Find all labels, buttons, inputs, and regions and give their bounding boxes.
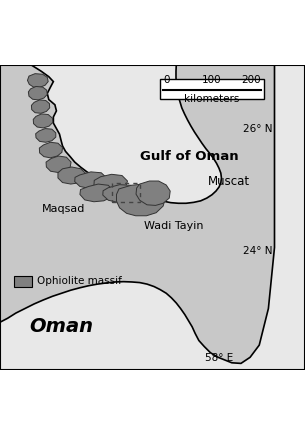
Polygon shape bbox=[117, 184, 165, 216]
Text: Wadi Tayin: Wadi Tayin bbox=[144, 221, 204, 231]
Bar bbox=[160, 79, 264, 99]
Polygon shape bbox=[103, 185, 137, 202]
Text: 100: 100 bbox=[202, 75, 222, 85]
Text: 200: 200 bbox=[241, 75, 261, 85]
Polygon shape bbox=[27, 74, 48, 87]
Polygon shape bbox=[33, 114, 53, 128]
Text: kilometers: kilometers bbox=[184, 94, 240, 104]
Text: 0: 0 bbox=[163, 75, 170, 85]
Text: Muscat: Muscat bbox=[207, 175, 249, 188]
Polygon shape bbox=[136, 181, 170, 205]
Polygon shape bbox=[80, 184, 113, 202]
Bar bbox=[14, 276, 32, 287]
Text: 24° N: 24° N bbox=[243, 246, 273, 256]
Polygon shape bbox=[58, 167, 86, 184]
Text: Maqsad: Maqsad bbox=[42, 204, 85, 214]
Polygon shape bbox=[0, 65, 305, 369]
Bar bbox=[112, 183, 140, 202]
Polygon shape bbox=[46, 156, 71, 172]
Polygon shape bbox=[75, 172, 107, 188]
Polygon shape bbox=[28, 86, 47, 100]
Text: Oman: Oman bbox=[29, 317, 93, 336]
Text: Ophiolite massif: Ophiolite massif bbox=[37, 276, 121, 286]
Text: Gulf of Oman: Gulf of Oman bbox=[140, 149, 239, 162]
Text: 58° E: 58° E bbox=[206, 353, 234, 363]
Polygon shape bbox=[94, 174, 127, 192]
Polygon shape bbox=[31, 100, 50, 113]
Polygon shape bbox=[0, 65, 274, 363]
Text: 26° N: 26° N bbox=[243, 124, 273, 134]
Polygon shape bbox=[39, 142, 63, 158]
Polygon shape bbox=[36, 128, 56, 142]
